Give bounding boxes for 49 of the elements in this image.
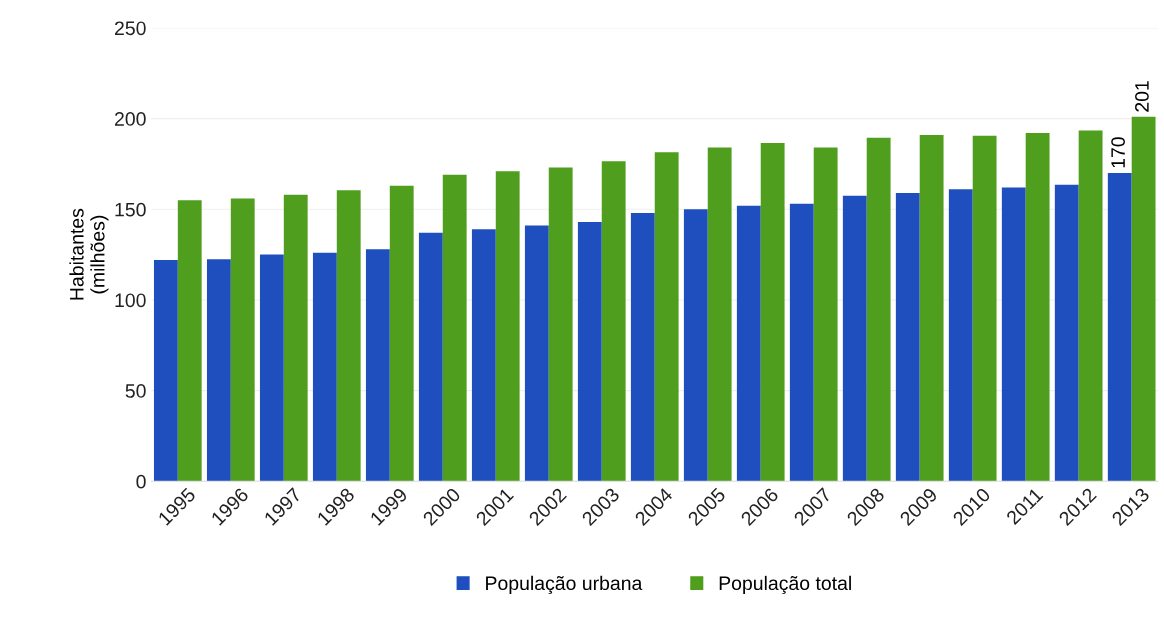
bar (336, 190, 361, 482)
data-label: 170 (1111, 137, 1125, 168)
bar (895, 192, 920, 482)
y-tick-label: 50 (125, 384, 146, 398)
bar (948, 189, 973, 482)
bar (283, 194, 308, 482)
bar (548, 167, 573, 482)
bar (312, 252, 337, 482)
bar (577, 221, 602, 482)
bar (1131, 116, 1156, 482)
bar (1054, 184, 1079, 482)
bar (972, 135, 997, 482)
bar (789, 203, 814, 482)
bar (707, 147, 732, 482)
bar (842, 195, 867, 482)
y-tick-label: 0 (136, 474, 146, 489)
bar (1078, 130, 1103, 482)
data-label: 201 (1135, 81, 1149, 112)
bar (471, 229, 496, 482)
bar (1025, 133, 1050, 482)
bar (1107, 173, 1132, 482)
bar (389, 185, 414, 482)
y-axis-title: Habitantes (milhões) (69, 208, 109, 300)
y-tick-label: 200 (115, 112, 146, 126)
legend-label: População total (719, 575, 851, 595)
bar (630, 212, 655, 482)
y-tick-label: 150 (115, 202, 146, 217)
bar (601, 161, 626, 482)
bar (153, 260, 178, 482)
bar (654, 152, 679, 482)
bar (495, 171, 520, 482)
bar (683, 209, 708, 482)
bar (206, 259, 231, 482)
bar (919, 134, 944, 482)
bar (524, 225, 549, 482)
bar (230, 198, 255, 482)
bar (418, 232, 443, 482)
y-tick-label: 100 (115, 293, 146, 308)
y-tick-label: 250 (115, 21, 146, 36)
bar (1001, 187, 1026, 482)
legend-label: População urbana (486, 575, 643, 595)
bar (866, 137, 891, 482)
bar (365, 249, 390, 482)
bar (259, 254, 284, 482)
bar (736, 205, 761, 482)
bar (442, 174, 467, 482)
bar (760, 143, 785, 482)
bar (813, 147, 838, 482)
bar (177, 200, 202, 482)
